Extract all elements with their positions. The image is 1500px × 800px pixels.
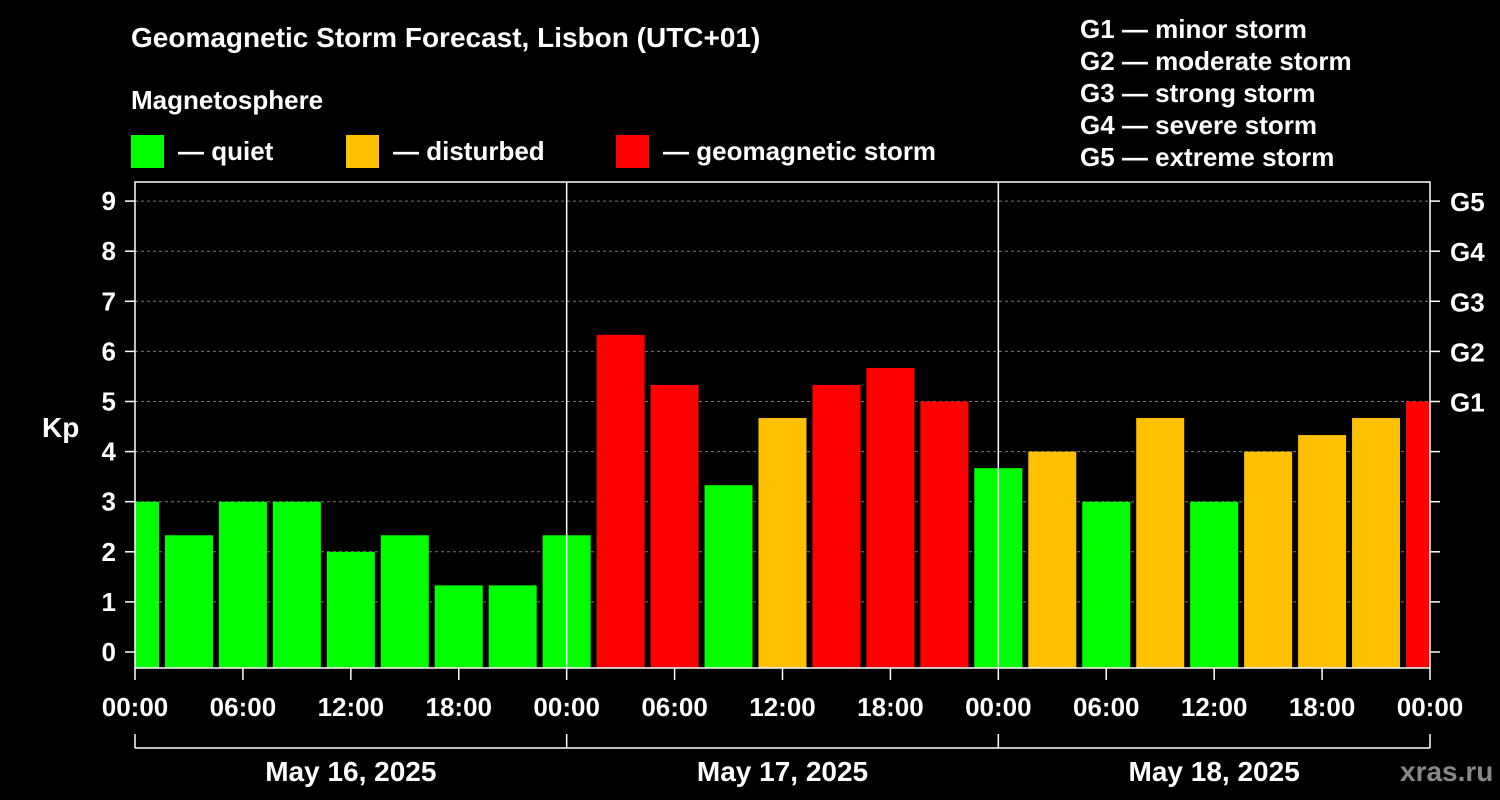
day-label: May 17, 2025	[697, 756, 868, 787]
day-label: May 16, 2025	[265, 756, 436, 787]
x-tick-label: 18:00	[426, 692, 493, 722]
watermark: xras.ru	[1400, 756, 1494, 787]
x-tick-label: 12:00	[749, 692, 816, 722]
legend-disturbed-swatch	[346, 134, 379, 168]
y-tick-label: 8	[102, 236, 116, 266]
g-level-label: G3	[1450, 287, 1485, 317]
x-tick-label: 00:00	[965, 692, 1032, 722]
bar-storm	[596, 334, 645, 668]
g-level-label: G5	[1450, 187, 1485, 217]
y-tick-label: 1	[102, 587, 116, 617]
bar-quiet	[326, 551, 375, 668]
g-level-label: G1	[1450, 388, 1485, 418]
legend-quiet: — quiet	[131, 134, 273, 168]
bar-quiet	[380, 535, 429, 668]
legend-storm: — geomagnetic storm	[616, 134, 936, 168]
y-tick-label: 5	[102, 387, 116, 417]
bar-disturbed	[1244, 451, 1293, 668]
g-scale-g5: G5 — extreme storm	[1080, 142, 1335, 172]
y-tick-label: 2	[102, 537, 116, 567]
y-tick-label: 3	[102, 487, 116, 517]
x-tick-label: 18:00	[857, 692, 924, 722]
g-scale-g1: G1 — minor storm	[1080, 14, 1307, 44]
bar-storm	[1406, 401, 1430, 668]
bar-disturbed	[758, 418, 807, 668]
bar-storm	[812, 384, 861, 668]
y-tick-label: 4	[102, 437, 117, 467]
x-tick-label: 12:00	[318, 692, 385, 722]
y-axis-label: Kp	[42, 412, 79, 443]
bar-storm	[650, 384, 699, 668]
y-tick-label: 9	[102, 186, 116, 216]
bar-storm	[920, 401, 969, 668]
legend-quiet-label: — quiet	[178, 135, 274, 166]
bar-quiet	[135, 501, 159, 668]
legend-quiet-swatch	[131, 134, 164, 168]
g-level-label: G4	[1450, 237, 1485, 267]
chart-title: Geomagnetic Storm Forecast, Lisbon (UTC+…	[131, 22, 761, 53]
bar-quiet	[1082, 501, 1131, 668]
x-tick-label: 12:00	[1181, 692, 1248, 722]
bar-quiet	[434, 585, 483, 668]
bar-quiet	[704, 485, 753, 668]
day-label: May 18, 2025	[1129, 756, 1300, 787]
legend-storm-label: — geomagnetic storm	[663, 135, 937, 166]
x-tick-label: 00:00	[1397, 692, 1464, 722]
x-tick-label: 06:00	[1073, 692, 1140, 722]
g-scale-g3: G3 — strong storm	[1080, 78, 1316, 108]
x-tick-label: 06:00	[641, 692, 708, 722]
bar-quiet	[164, 535, 213, 668]
x-tick-label: 00:00	[102, 692, 169, 722]
legend-storm-swatch	[616, 134, 649, 168]
bar-disturbed	[1136, 418, 1185, 668]
legend-disturbed-label: — disturbed	[393, 135, 545, 166]
x-tick-label: 00:00	[533, 692, 600, 722]
bar-quiet	[1190, 501, 1239, 668]
magnetosphere-heading: Magnetosphere	[131, 85, 324, 115]
x-tick-label: 06:00	[210, 692, 277, 722]
bar-quiet	[218, 501, 267, 668]
x-tick-label: 18:00	[1289, 692, 1356, 722]
g-level-label: G2	[1450, 337, 1485, 367]
bar-disturbed	[1298, 435, 1347, 668]
y-tick-label: 6	[102, 336, 116, 366]
bar-disturbed	[1352, 418, 1401, 668]
bar-quiet	[488, 585, 537, 668]
bar-disturbed	[1028, 451, 1077, 668]
legend-disturbed: — disturbed	[346, 134, 545, 168]
g-scale-g2: G2 — moderate storm	[1080, 46, 1352, 76]
bar-storm	[866, 367, 915, 668]
y-tick-label: 0	[102, 637, 116, 667]
y-tick-label: 7	[102, 286, 116, 316]
bar-quiet	[272, 501, 321, 668]
g-scale-g4: G4 — severe storm	[1080, 110, 1318, 140]
